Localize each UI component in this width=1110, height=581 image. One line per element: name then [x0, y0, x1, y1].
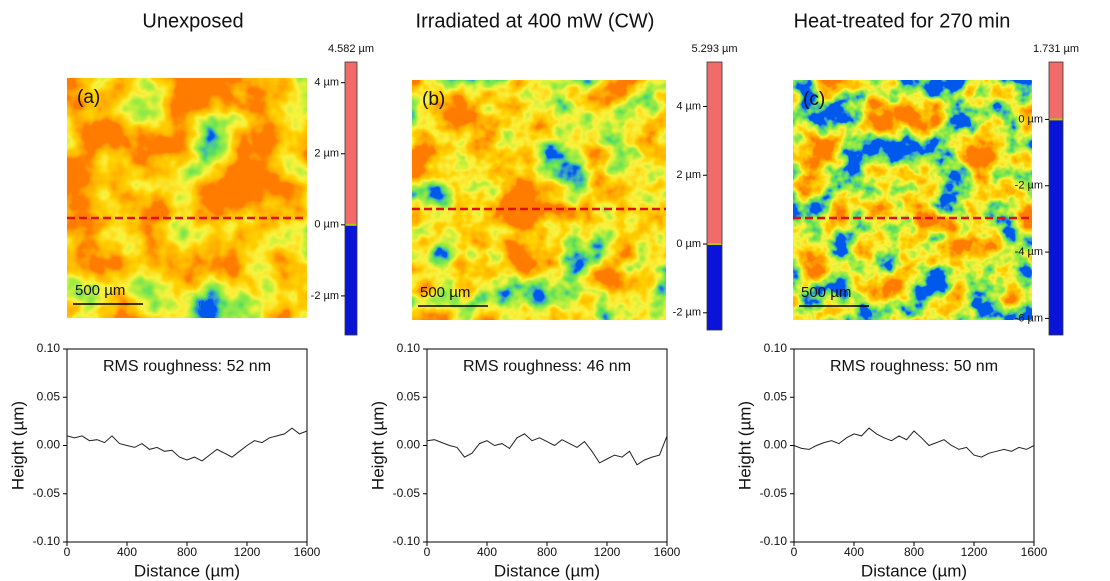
panel-title: Irradiated at 400 mW (CW) — [416, 10, 655, 32]
panel-title: Unexposed — [142, 10, 243, 32]
y-tick-label: -0.10 — [760, 534, 788, 548]
y-axis-label: Height (µm) — [8, 401, 27, 490]
scale-bar-label: 500 µm — [420, 284, 470, 301]
x-tick-label: 800 — [177, 545, 197, 559]
colorbar-tick-label: -2 µm — [673, 307, 701, 319]
colorbar-tick-label: 0 µm — [314, 219, 339, 231]
y-tick-label: -0.10 — [393, 534, 421, 548]
y-tick-label: 0.10 — [37, 341, 61, 355]
height-map — [412, 80, 666, 320]
plot-frame — [426, 348, 668, 543]
x-tick-label: 1200 — [961, 545, 988, 559]
panel-label: (a) — [77, 87, 100, 108]
colorbar-frame — [1048, 61, 1064, 336]
colorbar-upper — [1049, 62, 1063, 120]
panel: Heat-treated for 270 min (c) 500 µm 1.731 µ… — [735, 10, 1079, 580]
panel: Unexposed (a) 500 µm 4.582 µm 4 µm 2 µm 0 µm -2… — [8, 10, 374, 580]
panel-title: Heat-treated for 270 min — [794, 10, 1011, 32]
profile-line — [66, 427, 308, 462]
colorbar-tick-label: -4 µm — [1015, 246, 1043, 258]
colorbar-tick-label: 0 µm — [676, 238, 701, 250]
colorbar-tick-label: 2 µm — [676, 169, 701, 181]
colorbar-tick-label: -2 µm — [311, 290, 339, 302]
profile-line — [793, 427, 1035, 458]
y-tick-label: 0.00 — [764, 438, 788, 452]
y-tick-label: -0.05 — [760, 486, 788, 500]
x-axis-label: Distance (µm) — [861, 561, 967, 580]
x-tick-label: 0 — [64, 545, 71, 559]
y-tick-label: -0.05 — [393, 486, 421, 500]
plot-frame — [793, 348, 1035, 543]
rms-annotation: RMS roughness: 52 nm — [103, 358, 271, 375]
rms-annotation: RMS roughness: 50 nm — [830, 358, 998, 375]
colorbar-frame — [706, 61, 723, 331]
colorbar-tick-label: 0 µm — [1018, 113, 1043, 125]
colorbar-tick-label: 4 µm — [676, 100, 701, 112]
x-axis-label: Distance (µm) — [134, 561, 240, 580]
panel-label: (c) — [803, 89, 825, 110]
colorbar-lower — [345, 224, 357, 335]
x-tick-label: 800 — [904, 545, 924, 559]
y-tick-label: 0.10 — [764, 341, 788, 355]
rms-annotation: RMS roughness: 46 nm — [463, 358, 631, 375]
height-map — [67, 78, 307, 318]
y-tick-label: 0.05 — [764, 389, 788, 403]
x-tick-label: 400 — [844, 545, 864, 559]
colorbar-upper — [345, 62, 357, 225]
scale-bar-label: 500 µm — [801, 284, 851, 301]
x-tick-label: 1600 — [294, 545, 321, 559]
colorbar-tick-label: -2 µm — [1015, 180, 1043, 192]
plot-frame — [66, 348, 308, 543]
x-axis-label: Distance (µm) — [494, 561, 600, 580]
profile-line — [426, 433, 668, 466]
y-axis-label: Height (µm) — [368, 401, 387, 490]
x-tick-label: 1200 — [234, 545, 261, 559]
colorbar-upper — [707, 62, 722, 245]
y-tick-label: 0.00 — [37, 438, 61, 452]
colorbar-frame — [344, 61, 358, 336]
y-tick-label: 0.05 — [397, 389, 421, 403]
y-tick-label: -0.05 — [33, 486, 61, 500]
x-tick-label: 400 — [477, 545, 497, 559]
colorbar-lower — [707, 244, 722, 330]
colorbar-tick-label: -6 µm — [1015, 312, 1043, 324]
x-tick-label: 1200 — [594, 545, 621, 559]
x-tick-label: 1600 — [1021, 545, 1048, 559]
y-tick-label: 0.10 — [397, 341, 421, 355]
x-tick-label: 0 — [791, 545, 798, 559]
colorbar-lower — [1049, 119, 1063, 335]
panel: Irradiated at 400 mW (CW) (b) 500 µm 5.293 … — [368, 10, 737, 580]
x-tick-label: 0 — [424, 545, 431, 559]
colorbar-max-label: 4.582 µm — [328, 43, 374, 55]
height-map — [793, 80, 1032, 320]
y-tick-label: -0.10 — [33, 534, 61, 548]
colorbar-max-label: 1.731 µm — [1033, 43, 1079, 55]
colorbar-tick-label: 4 µm — [314, 77, 339, 89]
y-tick-label: 0.05 — [37, 389, 61, 403]
scale-bar-label: 500 µm — [75, 282, 125, 299]
panel-label: (b) — [422, 89, 445, 110]
y-axis-label: Height (µm) — [735, 401, 754, 490]
colorbar-tick-label: 2 µm — [314, 148, 339, 160]
colorbar-max-label: 5.293 µm — [691, 43, 737, 55]
x-tick-label: 800 — [537, 545, 557, 559]
x-tick-label: 1600 — [654, 545, 681, 559]
y-tick-label: 0.00 — [397, 438, 421, 452]
x-tick-label: 400 — [117, 545, 137, 559]
